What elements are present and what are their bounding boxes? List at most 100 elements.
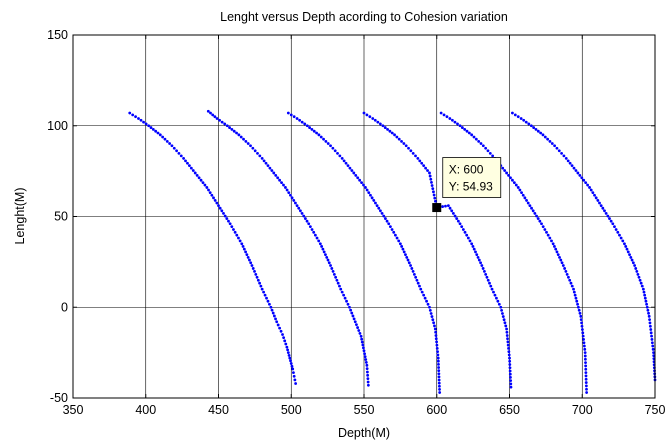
data-point xyxy=(346,164,350,168)
data-point xyxy=(228,126,231,129)
data-point xyxy=(397,239,401,243)
x-tick-label: 550 xyxy=(354,403,375,417)
x-tick-label: 600 xyxy=(426,403,447,417)
x-tick-label: 350 xyxy=(63,403,84,417)
data-point xyxy=(423,296,427,300)
data-point xyxy=(280,181,283,185)
data-point xyxy=(644,299,648,303)
data-point xyxy=(555,250,559,254)
data-point xyxy=(431,318,435,322)
data-point xyxy=(505,330,509,334)
data-point xyxy=(308,225,312,229)
data-point xyxy=(436,353,440,357)
data-point xyxy=(370,196,374,200)
data-point xyxy=(336,151,339,155)
data-point xyxy=(272,171,276,175)
data-point xyxy=(530,206,533,210)
data-point xyxy=(285,345,289,349)
chart-title: Lenght versus Depth acording to Cohesion… xyxy=(220,10,508,24)
data-point xyxy=(636,272,640,276)
data-point xyxy=(235,233,239,237)
data-point xyxy=(641,287,645,291)
data-point xyxy=(648,318,651,322)
data-point xyxy=(326,142,330,145)
data-point xyxy=(490,287,494,291)
data-point xyxy=(505,171,508,175)
data-point xyxy=(325,255,329,259)
data-point xyxy=(372,199,376,202)
data-point xyxy=(488,151,492,155)
data-point xyxy=(230,225,234,229)
data-point xyxy=(208,191,212,195)
datatip[interactable]: X: 600 Y: 54.93 xyxy=(432,157,502,213)
data-point xyxy=(465,233,469,237)
data-point xyxy=(237,236,240,240)
data-point xyxy=(362,111,366,115)
x-tick-label: 700 xyxy=(572,403,593,417)
data-point xyxy=(334,275,338,279)
data-point xyxy=(428,174,432,178)
data-point xyxy=(568,278,572,282)
data-point xyxy=(203,183,207,187)
data-point xyxy=(570,284,574,288)
data-point xyxy=(506,337,509,341)
data-point xyxy=(368,115,372,119)
data-point xyxy=(434,334,438,337)
data-point xyxy=(365,188,369,192)
data-point xyxy=(327,261,331,265)
data-point xyxy=(201,181,205,185)
data-point xyxy=(492,290,495,294)
data-point xyxy=(572,166,576,170)
data-point xyxy=(305,124,309,128)
data-point xyxy=(407,261,411,265)
data-point xyxy=(651,344,655,348)
data-point xyxy=(179,154,183,158)
data-point xyxy=(553,144,557,148)
data-point xyxy=(506,340,510,344)
data-point xyxy=(458,124,462,128)
data-point xyxy=(249,261,253,265)
data-point xyxy=(540,222,543,226)
data-point xyxy=(418,159,422,163)
data-point xyxy=(237,133,241,137)
data-point xyxy=(288,356,292,360)
y-tick-label: 100 xyxy=(47,119,68,133)
data-point xyxy=(405,255,409,259)
data-point xyxy=(463,127,467,131)
data-point xyxy=(258,154,262,158)
data-point xyxy=(434,337,438,341)
data-point xyxy=(371,117,375,120)
data-point xyxy=(541,133,545,137)
data-point xyxy=(340,290,344,294)
data-point xyxy=(518,188,522,192)
data-point xyxy=(365,113,369,117)
data-point xyxy=(529,124,533,128)
data-point xyxy=(652,351,655,355)
data-point xyxy=(366,383,370,387)
data-point xyxy=(437,378,441,382)
data-point xyxy=(282,336,286,340)
data-point xyxy=(385,219,389,223)
data-point xyxy=(420,290,424,294)
data-point xyxy=(575,299,579,303)
data-point xyxy=(463,230,467,234)
data-point xyxy=(320,245,324,248)
data-point xyxy=(291,367,295,371)
data-point xyxy=(292,199,296,202)
data-point xyxy=(477,139,481,143)
data-point xyxy=(322,250,326,254)
data-point xyxy=(593,193,596,197)
data-point xyxy=(579,318,583,322)
data-point xyxy=(342,293,346,297)
data-point xyxy=(582,338,585,341)
data-point xyxy=(287,191,291,195)
data-point xyxy=(635,270,639,273)
data-point xyxy=(366,380,370,384)
data-point xyxy=(442,113,446,117)
data-point xyxy=(379,209,382,213)
data-point xyxy=(378,122,382,126)
data-point xyxy=(648,321,652,325)
data-point xyxy=(276,176,280,180)
data-point xyxy=(360,337,364,341)
data-point xyxy=(497,302,501,306)
